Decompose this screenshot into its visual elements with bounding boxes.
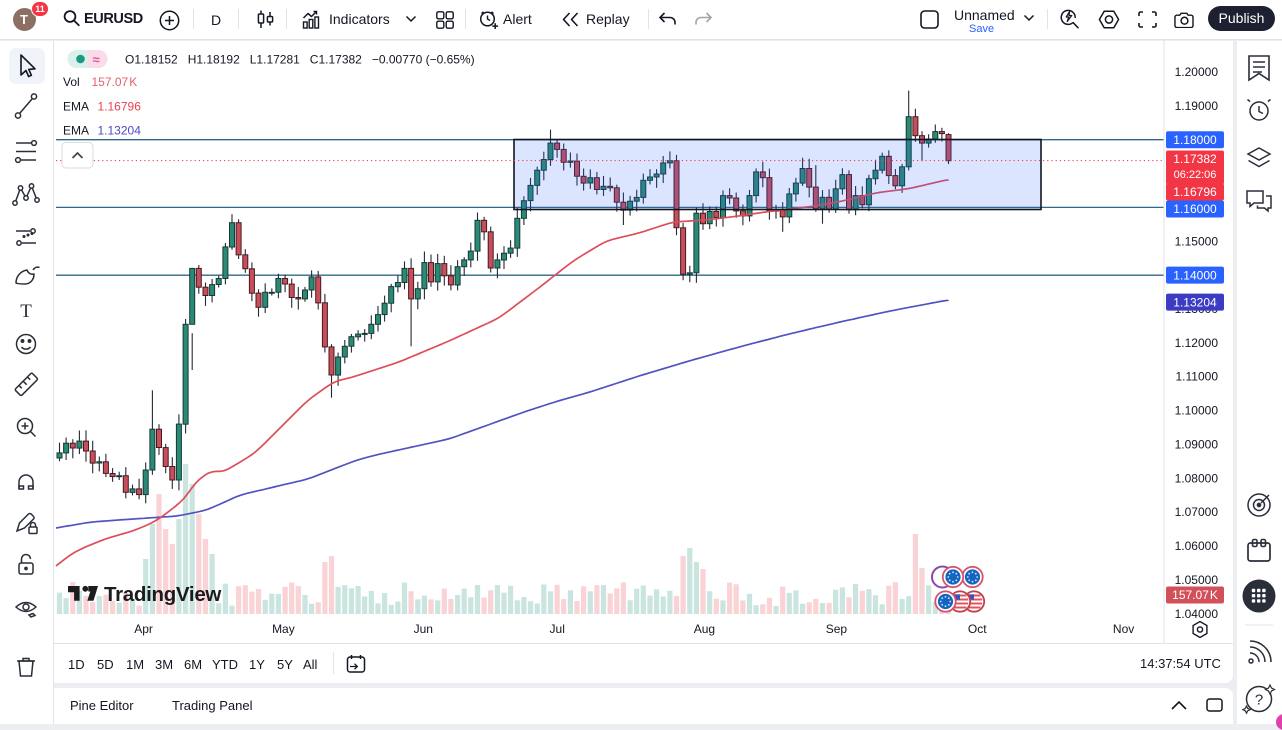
- svg-text:Jun: Jun: [414, 622, 433, 636]
- svg-text:EMA: EMA: [63, 100, 89, 114]
- svg-text:1.16000: 1.16000: [1173, 202, 1217, 216]
- svg-text:Sep: Sep: [826, 622, 848, 636]
- svg-text:1.06000: 1.06000: [1175, 539, 1219, 553]
- svg-text:1.05000: 1.05000: [1175, 573, 1219, 587]
- svg-text:1.16796: 1.16796: [1173, 185, 1217, 199]
- svg-text:Nov: Nov: [1113, 622, 1134, 636]
- svg-text:1.04000: 1.04000: [1175, 607, 1219, 621]
- svg-text:1.11000: 1.11000: [1176, 370, 1219, 384]
- svg-text:≈: ≈: [93, 52, 100, 67]
- svg-text:1.19000: 1.19000: [1175, 99, 1219, 113]
- svg-text:1.14000: 1.14000: [1173, 268, 1217, 282]
- svg-text:EMA: EMA: [63, 124, 89, 138]
- svg-text:Apr: Apr: [134, 622, 153, 636]
- svg-text:1.12000: 1.12000: [1175, 336, 1219, 350]
- svg-text:1.15000: 1.15000: [1175, 234, 1219, 248]
- svg-text:1.10000: 1.10000: [1175, 404, 1219, 418]
- svg-text:157.07 K: 157.07 K: [1172, 588, 1218, 602]
- svg-text:1.09000: 1.09000: [1175, 438, 1219, 452]
- svg-text:O1.18152 H1.18192 L1.17281: O1.18152 H1.18192 L1.17281 C1.17382 −0.0…: [125, 53, 475, 67]
- svg-text:1.16796: 1.16796: [98, 100, 142, 114]
- svg-text:T: T: [20, 301, 32, 322]
- svg-text:1.13204: 1.13204: [98, 124, 142, 138]
- svg-text:Aug: Aug: [694, 622, 715, 636]
- svg-text:Jul: Jul: [550, 622, 565, 636]
- svg-text:157.07 K: 157.07 K: [92, 75, 138, 89]
- svg-text:TradingView: TradingView: [104, 583, 221, 606]
- svg-text:1.18000: 1.18000: [1173, 133, 1217, 147]
- svg-text:Vol: Vol: [63, 75, 80, 89]
- svg-text:1.13204: 1.13204: [1173, 295, 1217, 309]
- svg-text:1.17382: 1.17382: [1173, 152, 1217, 166]
- svg-text:1.08000: 1.08000: [1175, 471, 1219, 485]
- svg-text:1.07000: 1.07000: [1175, 505, 1219, 519]
- svg-text:Oct: Oct: [968, 622, 987, 636]
- svg-text:1.20000: 1.20000: [1175, 65, 1219, 79]
- svg-text:May: May: [272, 622, 295, 636]
- svg-text:?: ?: [1255, 692, 1263, 709]
- svg-text:06:22:06: 06:22:06: [1174, 169, 1217, 181]
